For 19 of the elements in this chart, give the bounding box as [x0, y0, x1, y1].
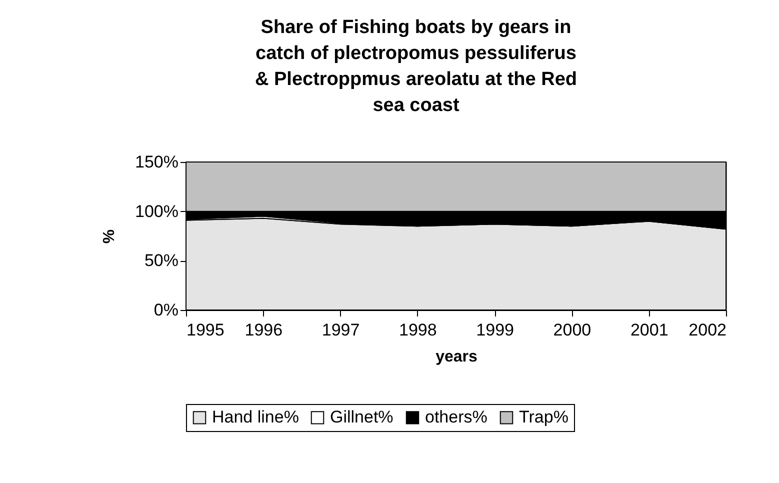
chart-title: Share of Fishing boats by gears in catch of plectropomus pessuliferus & Plectroppmus areolatu at the Red sea coast — [254, 17, 578, 116]
legend-label: Gillnet% — [330, 408, 394, 427]
x-tick-label: 1995 — [186, 320, 224, 340]
legend-label: Hand line% — [212, 408, 299, 427]
legend-label: Trap% — [519, 408, 568, 427]
x-tick-label: 1997 — [322, 320, 360, 340]
x-tick-label: 1998 — [399, 320, 437, 340]
y-tick-label: 100% — [135, 202, 178, 221]
x-tick-label: 2000 — [553, 320, 592, 340]
x-tick-label: 1999 — [476, 320, 514, 340]
legend-label: others% — [425, 408, 488, 427]
x-tick-label: 2002 — [688, 320, 726, 340]
y-tick-label: 50% — [144, 251, 178, 270]
x-tick-label: 2001 — [630, 320, 668, 340]
y-axis-title: % — [101, 229, 118, 244]
x-axis-title: years — [436, 348, 478, 366]
y-tick-label: 0% — [154, 300, 178, 320]
y-tick-label: 150% — [135, 152, 178, 172]
x-tick-label: 1996 — [244, 320, 283, 340]
